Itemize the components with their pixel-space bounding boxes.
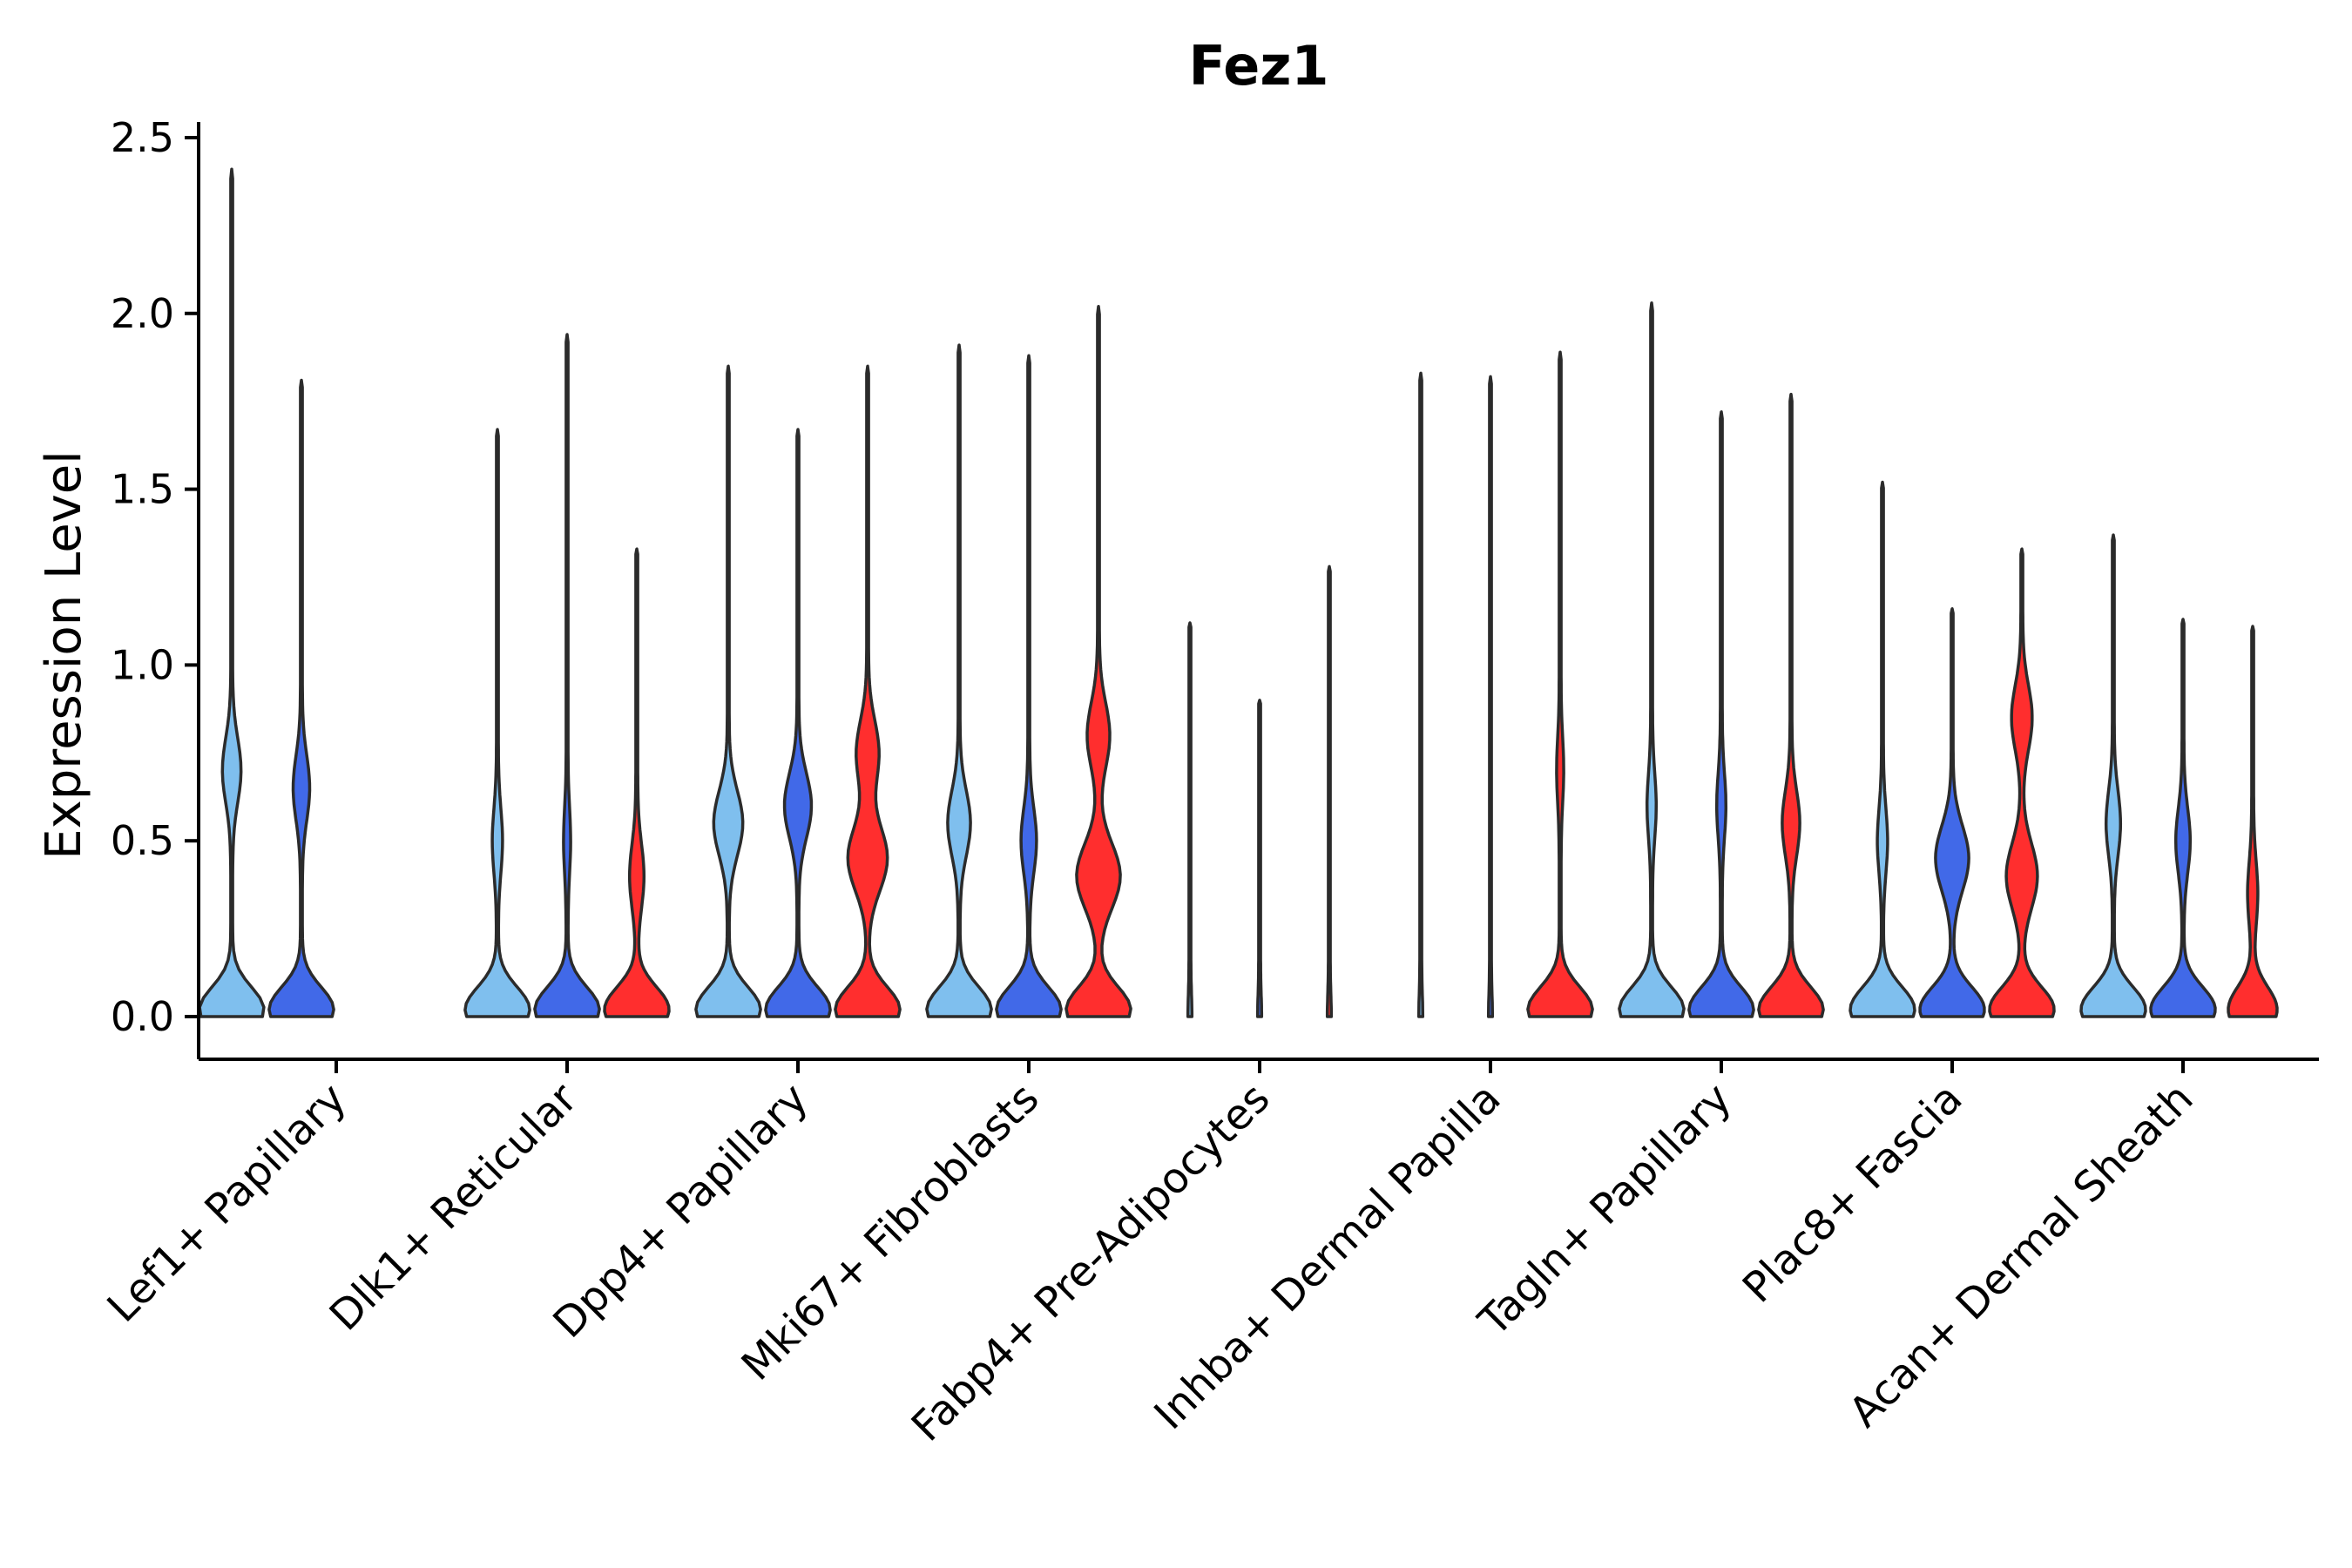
violin-8-0 (2079, 533, 2147, 1018)
violin-5-1 (1486, 375, 1495, 1018)
violin-2-1 (764, 428, 832, 1018)
x-category-label: Plac8+ Fascia (1734, 1074, 1972, 1313)
x-category-label: Lef1+ Papillary (98, 1074, 356, 1332)
violin-6-0 (1618, 301, 1686, 1018)
y-tick-label: 0.0 (111, 993, 174, 1040)
x-category-label: Dlk1+ Reticular (321, 1074, 587, 1341)
violin-7-2 (1988, 547, 2056, 1018)
violin-7-0 (1848, 480, 1916, 1018)
y-tick-label: 2.5 (111, 114, 174, 161)
violin-7-1 (1918, 607, 1986, 1018)
y-axis-label: Expression Level (36, 450, 92, 860)
violin-1-0 (463, 428, 531, 1018)
violin-layer (198, 167, 2279, 1018)
x-category-label: Dpp4+ Papillary (544, 1074, 817, 1348)
chart-title: Fez1 (1188, 34, 1328, 98)
violin-3-0 (925, 343, 993, 1018)
violin-6-1 (1687, 410, 1755, 1018)
violin-2-0 (694, 364, 762, 1018)
y-tick-label: 1.0 (111, 641, 174, 688)
violin-1-2 (603, 547, 671, 1018)
violin-4-1 (1255, 699, 1264, 1018)
violin-5-0 (1416, 371, 1425, 1018)
violin-4-0 (1186, 621, 1194, 1018)
y-tick-label: 1.5 (111, 466, 174, 513)
violin-5-2 (1526, 350, 1594, 1018)
y-tick-label: 2.0 (111, 290, 174, 337)
x-category-label: Tagln+ Papillary (1469, 1074, 1740, 1346)
y-tick-label: 0.5 (111, 817, 174, 864)
violin-4-2 (1325, 564, 1334, 1018)
violin-0-0 (198, 167, 266, 1018)
violin-2-2 (834, 364, 902, 1018)
violin-3-1 (995, 354, 1063, 1018)
violin-0-1 (267, 378, 335, 1018)
violin-3-2 (1064, 304, 1132, 1018)
violin-8-1 (2149, 618, 2217, 1018)
violin-1-1 (533, 333, 601, 1018)
violin-6-2 (1757, 392, 1825, 1018)
violin-8-2 (2227, 625, 2279, 1018)
